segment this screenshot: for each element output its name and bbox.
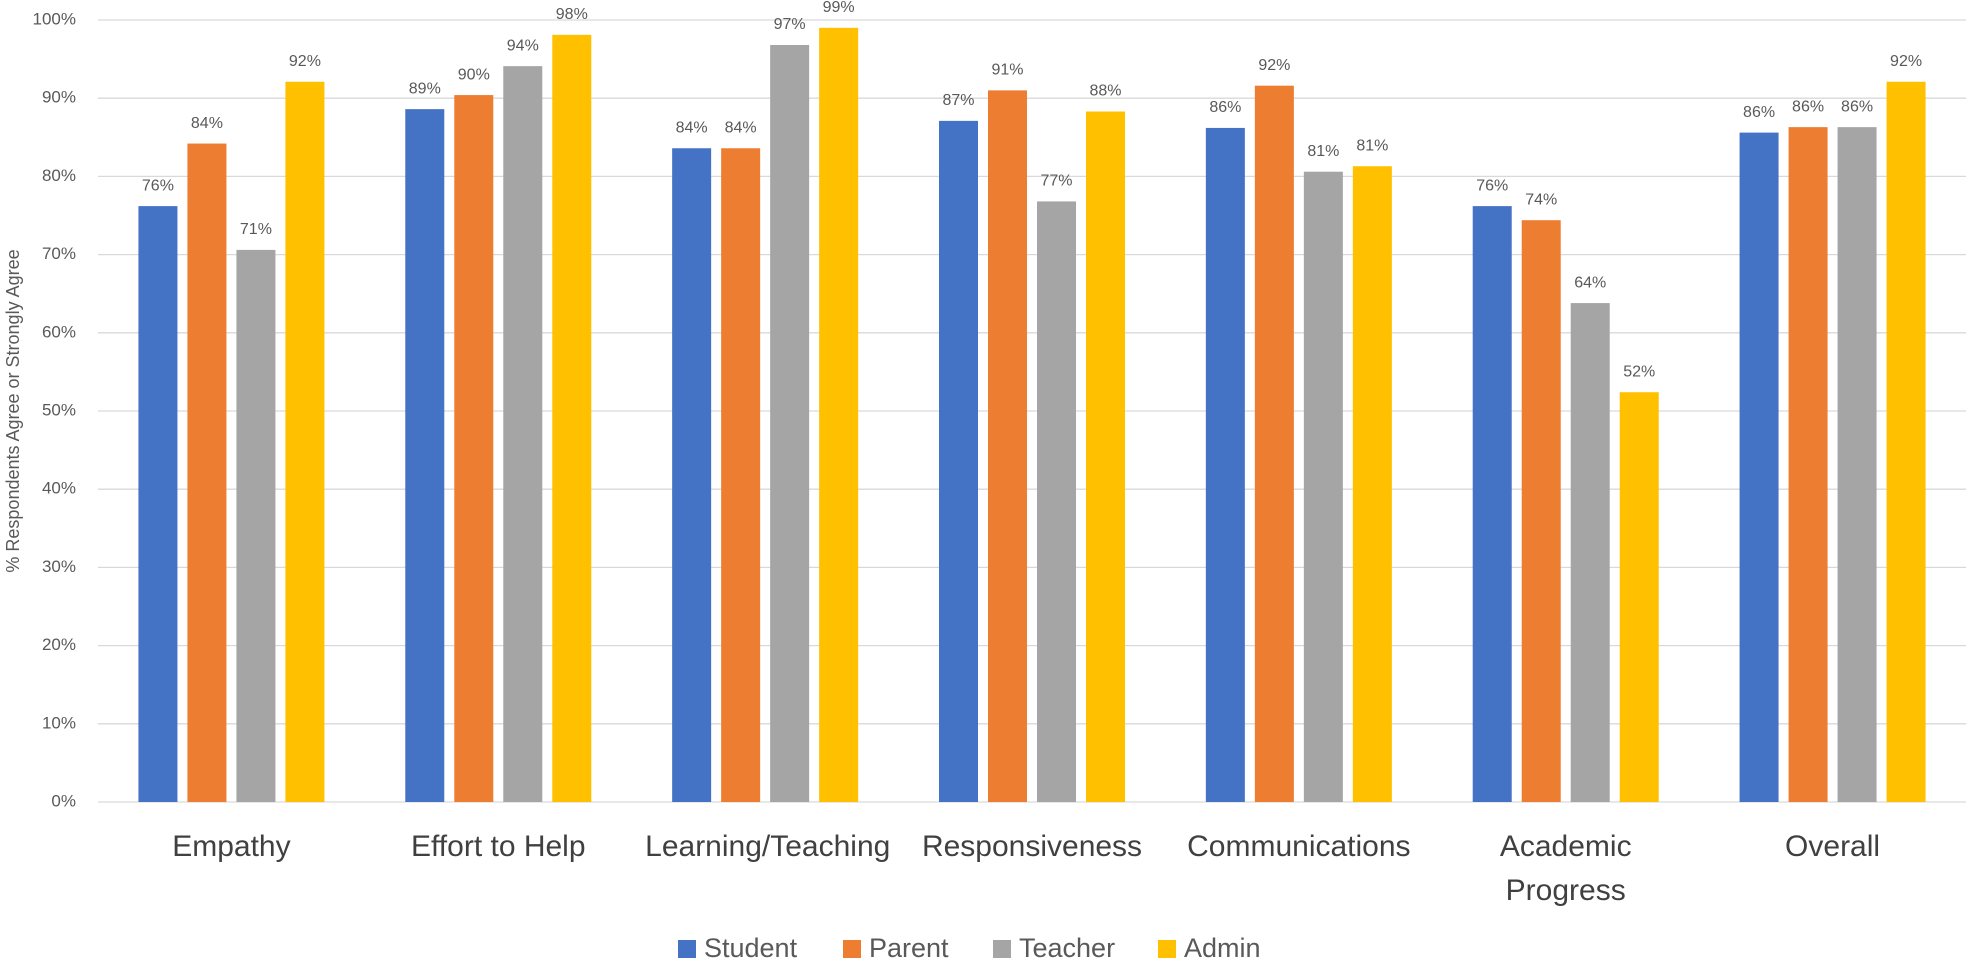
data-label: 90% [458,66,490,83]
bar [1303,171,1343,802]
legend-swatch [678,940,696,958]
data-label: 76% [1476,177,1508,194]
bar [1619,392,1659,802]
bar [1788,127,1828,802]
data-label: 64% [1574,274,1606,291]
bar [1837,127,1877,802]
legend-swatch [1158,940,1176,958]
data-label: 81% [1307,143,1339,160]
data-label: 98% [556,6,588,23]
y-tick-label: 80% [42,166,76,185]
bar [1472,206,1512,803]
data-label: 86% [1792,98,1824,115]
bar [1570,303,1610,802]
data-label: 94% [507,37,539,54]
bar [405,109,445,802]
x-tick-label: Effort to Help [411,830,586,863]
y-axis-title: % Respondents Agree or Strongly Agree [3,249,23,572]
data-label: 92% [1258,57,1290,74]
legend-label: Admin [1184,933,1261,963]
bar [1352,166,1392,802]
data-label: 76% [142,177,174,194]
data-label: 81% [1356,137,1388,154]
data-label: 86% [1841,98,1873,115]
bar [236,249,276,802]
bar [721,148,761,803]
bar [1521,220,1561,802]
bar [939,120,978,803]
bar [503,66,543,802]
legend-swatch [993,940,1011,958]
x-tick-label: Learning/Teaching [645,830,891,863]
y-tick-label: 90% [42,88,76,107]
y-tick-label: 20% [42,635,76,654]
legend-label: Teacher [1019,933,1115,963]
y-tick-label: 60% [42,322,76,341]
data-label: 89% [409,80,441,97]
bar [454,95,494,802]
y-tick-label: 30% [42,557,76,576]
bar [1205,127,1245,802]
x-tick-label: Academic Progress [1499,830,1632,907]
data-label: 52% [1623,363,1655,380]
data-label: 88% [1089,83,1121,100]
data-label: 84% [676,119,708,136]
bar [819,27,859,802]
y-tick-label: 100% [33,9,76,28]
bar [1254,85,1294,803]
bar [1086,111,1125,802]
data-label: 84% [191,115,223,132]
legend-label: Parent [869,933,949,963]
legend-label: Student [704,933,798,963]
data-label: 77% [1040,173,1072,190]
x-tick-label: Responsiveness [921,830,1143,863]
data-label: 74% [1525,191,1557,208]
bar [770,45,810,803]
x-tick-label: Communications [1187,830,1411,863]
bar [1739,132,1779,802]
x-tick-label: Empathy [172,830,291,863]
legend-swatch [843,940,861,958]
data-label: 97% [774,16,806,33]
y-tick-label: 40% [42,479,76,498]
y-tick-label: 0% [51,791,76,810]
bar [1886,81,1926,802]
data-label: 86% [1209,99,1241,116]
data-label: 92% [289,53,321,70]
data-label: 87% [942,92,974,109]
data-label: 86% [1743,104,1775,121]
y-tick-label: 70% [42,244,76,263]
y-tick-label: 50% [42,400,76,419]
data-label: 92% [1890,53,1922,70]
bar [138,206,178,803]
bar [285,81,325,802]
y-tick-label: 10% [42,713,76,732]
bar [552,34,592,802]
data-label: 91% [991,62,1023,79]
data-label: 84% [725,119,757,136]
bar [1037,201,1076,802]
bar [187,143,227,802]
bar [672,148,712,803]
bar [988,90,1027,802]
data-label: 71% [240,221,272,238]
x-tick-label: Overall [1785,830,1881,863]
data-label: 99% [823,0,855,16]
